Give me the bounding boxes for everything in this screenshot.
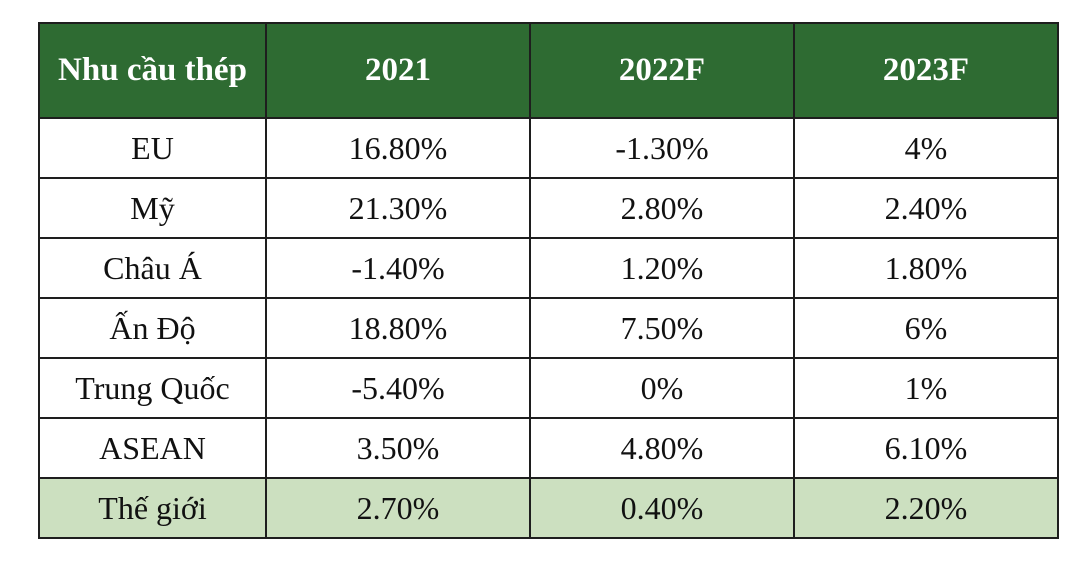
region-cell: Ấn Độ: [38, 297, 267, 359]
table-row-world-total: Thế giới 2.70% 0.40% 2.20%: [38, 477, 1059, 539]
value-cell-2023f: 1%: [793, 357, 1059, 419]
value-cell-2021: 16.80%: [265, 117, 531, 179]
value-cell-2023f: 6%: [793, 297, 1059, 359]
table-body: EU 16.80% -1.30% 4% Mỹ 21.30% 2.80% 2.40…: [38, 117, 1059, 539]
header-2021: 2021: [265, 22, 531, 119]
steel-demand-table: Nhu cầu thép 2021 2022F 2023F EU 16.80% …: [38, 22, 1059, 539]
value-cell-2021: -1.40%: [265, 237, 531, 299]
value-cell-2022f: -1.30%: [529, 117, 795, 179]
header-region: Nhu cầu thép: [38, 22, 267, 119]
value-cell-2021: 2.70%: [265, 477, 531, 539]
value-cell-2023f: 2.40%: [793, 177, 1059, 239]
region-cell: EU: [38, 117, 267, 179]
region-cell: Mỹ: [38, 177, 267, 239]
value-cell-2022f: 2.80%: [529, 177, 795, 239]
table-row: Trung Quốc -5.40% 0% 1%: [38, 357, 1059, 419]
table-header: Nhu cầu thép 2021 2022F 2023F: [38, 22, 1059, 119]
value-cell-2023f: 1.80%: [793, 237, 1059, 299]
table-row: ASEAN 3.50% 4.80% 6.10%: [38, 417, 1059, 479]
header-2023f: 2023F: [793, 22, 1059, 119]
value-cell-2022f: 7.50%: [529, 297, 795, 359]
value-cell-2023f: 6.10%: [793, 417, 1059, 479]
value-cell-2022f: 1.20%: [529, 237, 795, 299]
region-cell: ASEAN: [38, 417, 267, 479]
value-cell-2022f: 0%: [529, 357, 795, 419]
value-cell-2022f: 0.40%: [529, 477, 795, 539]
table-row: Mỹ 21.30% 2.80% 2.40%: [38, 177, 1059, 239]
value-cell-2021: 21.30%: [265, 177, 531, 239]
value-cell-2023f: 2.20%: [793, 477, 1059, 539]
region-cell: Châu Á: [38, 237, 267, 299]
value-cell-2022f: 4.80%: [529, 417, 795, 479]
table-row: EU 16.80% -1.30% 4%: [38, 117, 1059, 179]
header-2022f: 2022F: [529, 22, 795, 119]
value-cell-2021: 18.80%: [265, 297, 531, 359]
table-row: Châu Á -1.40% 1.20% 1.80%: [38, 237, 1059, 299]
header-row: Nhu cầu thép 2021 2022F 2023F: [38, 22, 1059, 119]
table-row: Ấn Độ 18.80% 7.50% 6%: [38, 297, 1059, 359]
value-cell-2021: 3.50%: [265, 417, 531, 479]
region-cell: Thế giới: [38, 477, 267, 539]
value-cell-2021: -5.40%: [265, 357, 531, 419]
region-cell: Trung Quốc: [38, 357, 267, 419]
value-cell-2023f: 4%: [793, 117, 1059, 179]
